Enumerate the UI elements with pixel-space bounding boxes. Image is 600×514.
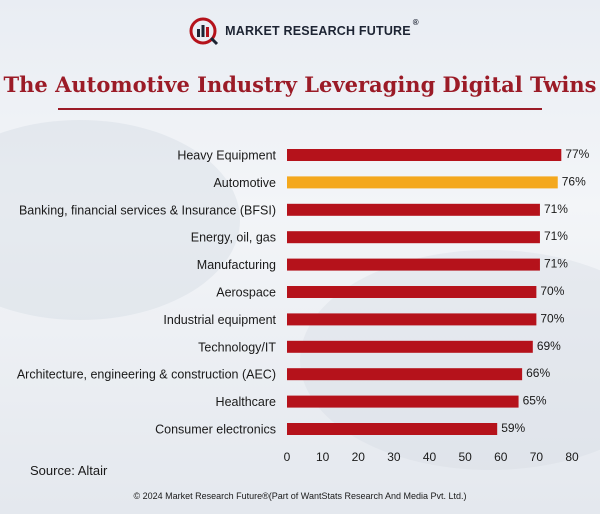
bar-highlight xyxy=(287,176,558,189)
bar xyxy=(287,423,498,435)
chart-title: The Automotive Industry Leveraging Digit… xyxy=(3,72,597,97)
category-label: Energy, oil, gas xyxy=(191,231,276,245)
market-research-future-logo-icon xyxy=(189,17,219,46)
bar xyxy=(287,231,540,244)
value-label: 70% xyxy=(540,284,564,298)
category-label: Manufacturing xyxy=(197,258,276,272)
bar xyxy=(287,149,562,161)
category-label: Heavy Equipment xyxy=(177,149,276,163)
brand-logo: MARKET RESEARCH FUTURE ® xyxy=(0,14,600,48)
value-label: 65% xyxy=(523,394,547,408)
bar xyxy=(287,368,523,381)
value-label: 71% xyxy=(544,229,568,243)
bar xyxy=(287,286,537,298)
copyright-note: © 2024 Market Research Future®(Part of W… xyxy=(133,491,467,501)
bar xyxy=(287,203,540,216)
category-label: Industrial equipment xyxy=(163,313,276,327)
category-label: Automotive xyxy=(213,176,276,190)
value-label: 77% xyxy=(565,147,589,161)
category-label: Banking, financial services & Insurance … xyxy=(19,203,276,217)
category-label: Technology/IT xyxy=(198,340,276,354)
bar xyxy=(287,313,537,326)
bar xyxy=(287,395,519,408)
bar xyxy=(287,258,540,271)
value-label: 59% xyxy=(501,421,525,435)
value-label: 69% xyxy=(537,339,561,353)
value-label: 76% xyxy=(562,174,586,188)
value-label: 66% xyxy=(526,366,550,380)
x-tick-label: 70 xyxy=(530,450,544,464)
x-tick-label: 20 xyxy=(352,450,366,464)
bar xyxy=(287,340,533,353)
category-label: Consumer electronics xyxy=(155,423,276,437)
value-label: 71% xyxy=(544,257,568,271)
x-tick-label: 60 xyxy=(494,450,508,464)
x-tick-label: 30 xyxy=(387,450,401,464)
x-tick-label: 0 xyxy=(284,450,291,464)
value-label: 70% xyxy=(540,311,564,325)
x-tick-label: 10 xyxy=(316,450,330,464)
x-tick-label: 50 xyxy=(458,450,472,464)
x-tick-label: 80 xyxy=(565,450,579,464)
title-underline xyxy=(58,108,542,110)
x-tick-label: 40 xyxy=(423,450,437,464)
source-note: Source: Altair xyxy=(30,463,108,478)
category-label: Architecture, engineering & construction… xyxy=(17,368,276,382)
category-label: Healthcare xyxy=(216,395,276,409)
brand-name: MARKET RESEARCH FUTURE ® xyxy=(225,18,419,38)
category-label: Aerospace xyxy=(216,286,276,300)
value-label: 71% xyxy=(544,202,568,216)
